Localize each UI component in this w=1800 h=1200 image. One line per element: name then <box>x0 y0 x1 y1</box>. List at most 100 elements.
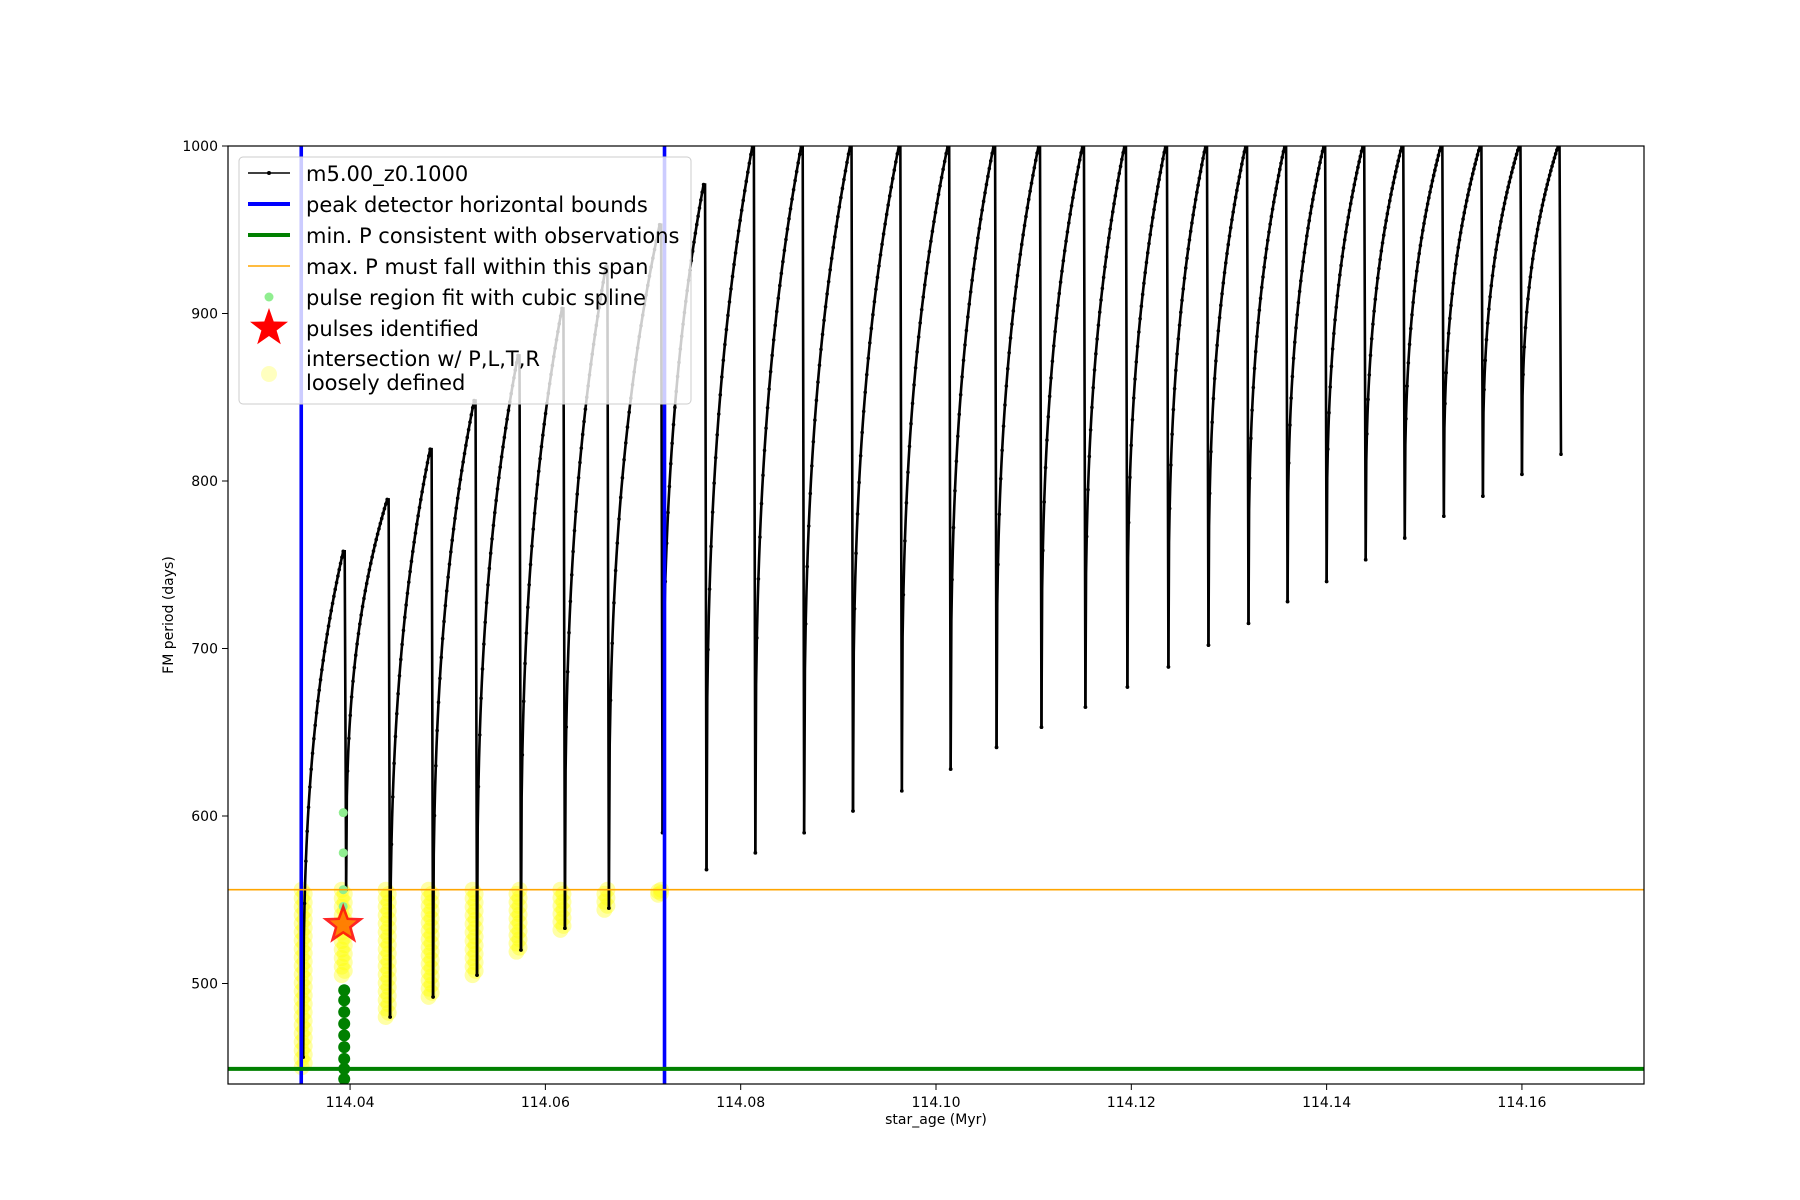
model-track-point <box>877 264 881 268</box>
model-track-point <box>970 278 974 283</box>
model-track-point <box>455 496 460 501</box>
model-track-point <box>1180 298 1184 303</box>
model-track-point <box>538 456 542 461</box>
model-track-point <box>1152 207 1156 212</box>
model-track-point <box>825 292 829 296</box>
spline-point <box>338 1052 351 1065</box>
model-track-point <box>425 460 430 465</box>
model-track-point <box>1133 377 1137 381</box>
intersection-point <box>423 968 440 985</box>
model-track-point <box>707 587 712 591</box>
model-track-point <box>1134 360 1139 364</box>
model-track-point <box>501 445 505 449</box>
intersection-point <box>467 954 484 971</box>
model-track-point <box>1178 310 1183 315</box>
legend-intersection-label-2: loosely defined <box>306 371 465 395</box>
model-track-point <box>697 206 702 210</box>
model-track-point <box>1332 331 1336 336</box>
model-track-point <box>1468 182 1473 186</box>
model-track-point <box>491 523 496 528</box>
model-track-point <box>673 405 677 410</box>
model-track-point <box>822 318 826 323</box>
model-track-point <box>1150 215 1155 220</box>
model-track-point <box>1356 165 1360 170</box>
model-track-point <box>834 224 839 229</box>
spline-point <box>338 1017 351 1030</box>
model-track-point <box>704 867 709 872</box>
model-track-point <box>367 567 372 572</box>
model-track-point <box>871 312 875 317</box>
intersection-point <box>467 928 484 945</box>
model-track-point <box>486 583 490 587</box>
model-track-point <box>1414 269 1419 273</box>
model-track-point <box>758 535 762 539</box>
model-track-point <box>779 271 784 276</box>
model-track-point <box>459 468 464 473</box>
model-track-point <box>389 842 394 847</box>
model-track-point <box>1353 176 1358 181</box>
model-track-point <box>313 723 318 728</box>
model-track-point <box>355 642 359 646</box>
model-track-point <box>1488 294 1492 299</box>
model-track-point <box>1341 246 1346 250</box>
model-track-point <box>427 454 431 458</box>
model-track-point <box>1084 534 1089 539</box>
model-track-point <box>836 214 840 219</box>
model-track-point <box>1458 230 1463 235</box>
model-track-point <box>696 214 700 218</box>
model-track-point <box>1167 506 1172 511</box>
model-track-point <box>622 457 626 462</box>
model-track-point <box>1056 303 1060 308</box>
model-track-point <box>1555 148 1559 152</box>
model-track-point <box>938 184 942 188</box>
model-track-point <box>1249 436 1253 441</box>
model-track-point <box>1366 397 1370 402</box>
model-track-point <box>615 541 620 545</box>
model-track-point <box>543 411 548 416</box>
model-track-point <box>1015 273 1020 278</box>
model-track-point <box>963 343 967 347</box>
model-track-point <box>713 455 718 460</box>
model-track-point <box>396 691 400 696</box>
model-track-point <box>1553 152 1558 156</box>
model-track-point <box>359 613 364 617</box>
model-track-point <box>1263 255 1268 260</box>
model-track-point <box>1541 197 1546 202</box>
model-track-point <box>341 549 346 554</box>
model-track-point <box>1514 152 1519 157</box>
model-track-point <box>542 422 547 426</box>
model-track-point <box>1543 192 1547 197</box>
model-track-point <box>1430 179 1435 183</box>
model-track-point <box>842 177 846 182</box>
model-track-point <box>618 495 623 500</box>
model-track-point <box>794 169 799 174</box>
model-track-point <box>1024 214 1028 219</box>
model-track-point <box>1354 171 1359 175</box>
model-track-point <box>1035 151 1039 155</box>
model-track-point <box>1309 204 1314 209</box>
model-track-point <box>1508 175 1513 179</box>
model-track-point <box>322 649 327 654</box>
model-track-point <box>846 152 851 156</box>
model-track-point <box>1075 172 1079 177</box>
model-track-point <box>1550 164 1554 169</box>
model-track-point <box>900 789 904 793</box>
model-track-point <box>1389 192 1393 197</box>
model-track-point <box>1344 230 1348 234</box>
model-track-point <box>1368 353 1373 358</box>
intersection-point <box>423 943 440 960</box>
model-track-point <box>694 222 699 227</box>
model-track-point <box>438 676 442 681</box>
model-track-point <box>1182 276 1187 280</box>
model-track-point <box>444 589 449 593</box>
model-track-point <box>823 304 828 309</box>
intersection-point <box>380 987 397 1004</box>
model-track-point <box>770 353 774 358</box>
model-track-point <box>461 460 465 464</box>
model-track-point <box>536 469 541 474</box>
model-track-point <box>1371 322 1375 326</box>
model-track-point <box>1211 396 1216 401</box>
model-track-point <box>1411 300 1415 305</box>
model-track-point <box>1476 148 1481 153</box>
model-track-point <box>718 393 723 397</box>
